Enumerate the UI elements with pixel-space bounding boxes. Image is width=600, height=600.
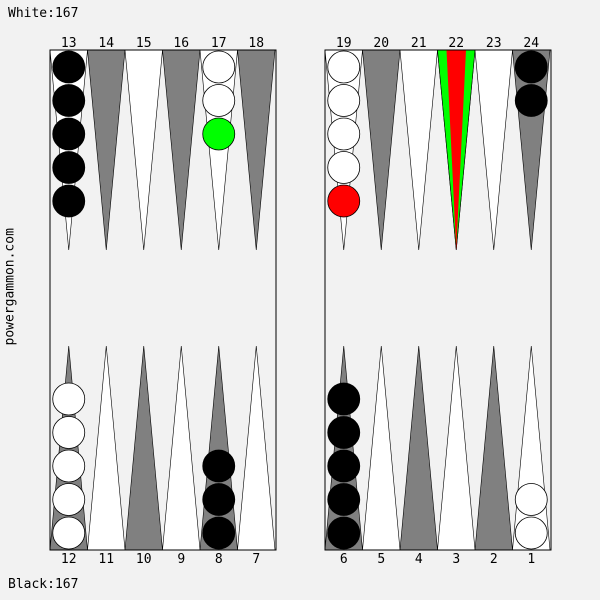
point-number-4: 4 xyxy=(415,552,423,567)
point-11 xyxy=(87,345,126,551)
checker-point-8-2 xyxy=(202,483,236,516)
point-15 xyxy=(124,49,163,251)
checker-point-17-3 xyxy=(202,117,236,151)
checker-point-8-1 xyxy=(202,516,236,550)
checker-point-13-5 xyxy=(52,184,86,218)
board-quadrant-bottom-right: 1 2 3 4 5 6 xyxy=(324,345,551,567)
checker-point-19-1 xyxy=(327,50,361,84)
point-2 xyxy=(474,345,513,551)
point-number-18: 18 xyxy=(248,36,264,51)
point-number-20: 20 xyxy=(373,36,389,51)
board-quadrant-top-left: 13 14 15 16 17 18 xyxy=(49,36,276,251)
point-number-21: 21 xyxy=(411,36,427,51)
checker-point-24-2 xyxy=(514,84,548,117)
point-number-3: 3 xyxy=(452,552,460,567)
checker-point-24-1 xyxy=(514,50,548,84)
point-number-24: 24 xyxy=(523,36,539,51)
point-number-22: 22 xyxy=(448,36,464,51)
point-7 xyxy=(237,345,276,551)
checker-point-13-1 xyxy=(52,50,86,84)
checker-point-12-1 xyxy=(52,516,86,550)
black-score: Black:167 xyxy=(8,577,79,592)
point-number-23: 23 xyxy=(486,36,502,51)
right-board-frame xyxy=(324,49,552,551)
point-number-19: 19 xyxy=(336,36,352,51)
checker-point-12-3 xyxy=(52,449,86,483)
checker-point-1-2 xyxy=(514,483,548,516)
point-20 xyxy=(362,49,401,251)
checker-point-13-4 xyxy=(52,151,86,184)
point-number-14: 14 xyxy=(98,36,114,51)
checker-point-12-4 xyxy=(52,416,86,449)
point-21 xyxy=(399,49,438,251)
point-9 xyxy=(162,345,201,551)
checker-point-6-3 xyxy=(327,449,361,483)
checker-point-6-4 xyxy=(327,416,361,449)
point-number-11: 11 xyxy=(98,552,114,567)
point-number-16: 16 xyxy=(173,36,189,51)
point-10 xyxy=(124,345,163,551)
checker-point-6-5 xyxy=(327,382,361,416)
checker-point-19-4 xyxy=(327,151,361,184)
point-4 xyxy=(399,345,438,551)
point-3 xyxy=(437,345,476,551)
checker-point-19-5 xyxy=(327,184,361,218)
checker-point-19-2 xyxy=(327,84,361,117)
white-score: White:167 xyxy=(8,6,79,21)
point-14 xyxy=(87,49,126,251)
point-number-13: 13 xyxy=(61,36,77,51)
checker-point-13-2 xyxy=(52,84,86,117)
board-quadrant-top-right: 19 20 21 22 23 24 xyxy=(324,36,551,251)
checker-point-12-5 xyxy=(52,382,86,416)
point-number-2: 2 xyxy=(490,552,498,567)
checker-point-13-3 xyxy=(52,117,86,151)
point-number-5: 5 xyxy=(377,552,385,567)
point-number-8: 8 xyxy=(215,552,223,567)
point-number-17: 17 xyxy=(211,36,227,51)
left-board-frame xyxy=(49,49,277,551)
checker-point-1-1 xyxy=(514,516,548,550)
point-number-1: 1 xyxy=(527,552,535,567)
point-number-7: 7 xyxy=(252,552,260,567)
checker-point-6-2 xyxy=(327,483,361,516)
board-quadrant-bottom-left: 7 8 9 10 11 12 xyxy=(49,345,276,567)
point-22-highlight-inner xyxy=(446,50,466,250)
checker-point-12-2 xyxy=(52,483,86,516)
point-number-15: 15 xyxy=(136,36,152,51)
point-number-6: 6 xyxy=(340,552,348,567)
point-5 xyxy=(362,345,401,551)
checker-point-17-1 xyxy=(202,50,236,84)
point-number-12: 12 xyxy=(61,552,77,567)
point-18 xyxy=(237,49,276,251)
point-number-9: 9 xyxy=(177,552,185,567)
point-16 xyxy=(162,49,201,251)
checker-point-6-1 xyxy=(327,516,361,550)
checker-point-17-2 xyxy=(202,84,236,117)
checker-point-8-3 xyxy=(202,449,236,483)
point-23 xyxy=(474,49,513,251)
checker-point-19-3 xyxy=(327,117,361,151)
point-number-10: 10 xyxy=(136,552,152,567)
